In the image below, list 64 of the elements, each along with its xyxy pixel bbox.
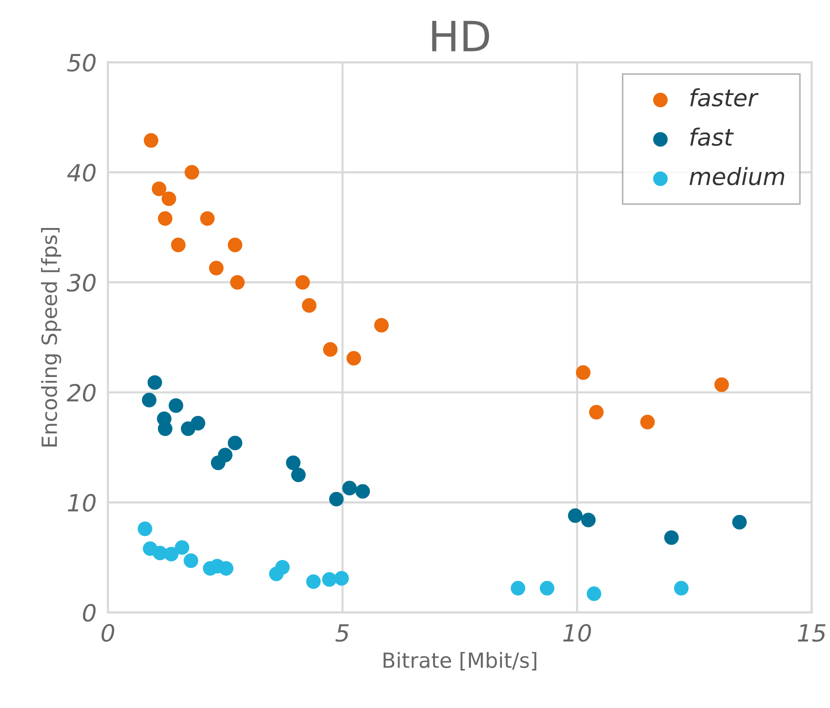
point xyxy=(540,580,554,596)
point xyxy=(144,133,158,148)
point xyxy=(275,560,290,575)
point xyxy=(510,580,526,596)
point xyxy=(581,512,596,528)
y-tick-label: 0 xyxy=(82,604,96,622)
point xyxy=(148,375,162,390)
point xyxy=(228,238,242,252)
point xyxy=(218,561,234,576)
point xyxy=(586,586,602,601)
point xyxy=(355,484,370,499)
legend-label: fast xyxy=(690,128,734,146)
point xyxy=(714,377,729,392)
point xyxy=(209,260,224,276)
y-axis-title: Encoding Speed [fps] xyxy=(41,228,62,446)
point xyxy=(152,182,166,196)
point xyxy=(732,514,747,530)
point xyxy=(291,468,306,482)
point xyxy=(184,553,198,568)
point xyxy=(329,492,344,506)
point xyxy=(323,342,338,357)
point xyxy=(374,318,389,333)
legend-label: medium xyxy=(690,167,784,186)
point xyxy=(568,508,583,523)
y-tick-label: 20 xyxy=(66,384,96,402)
point xyxy=(138,522,152,536)
point xyxy=(158,421,172,436)
point xyxy=(589,404,604,420)
point xyxy=(168,398,184,413)
point xyxy=(322,572,337,587)
point xyxy=(171,238,186,252)
point xyxy=(180,421,196,436)
y-tick-label: 50 xyxy=(67,54,96,72)
x-tick-label: 15 xyxy=(798,624,826,642)
point xyxy=(664,530,679,545)
point xyxy=(200,211,215,226)
point xyxy=(228,436,242,450)
point xyxy=(674,580,689,596)
point xyxy=(576,365,591,380)
point xyxy=(295,275,310,290)
point xyxy=(342,480,357,496)
y-tick-label: 30 xyxy=(66,274,96,292)
point xyxy=(174,540,190,555)
point xyxy=(184,165,200,180)
chart-title: HD xyxy=(432,20,490,52)
point xyxy=(334,571,349,586)
point xyxy=(230,275,245,290)
point xyxy=(640,414,655,430)
point xyxy=(162,191,176,206)
y-tick-label: 40 xyxy=(67,164,96,182)
x-axis-title: Bitrate [Mbit/s] xyxy=(384,652,536,671)
point xyxy=(286,456,301,470)
x-tick-label: 0 xyxy=(102,624,114,642)
point xyxy=(306,574,321,589)
point xyxy=(302,298,316,313)
point xyxy=(346,350,362,366)
point xyxy=(142,392,156,408)
x-tick-label: 5 xyxy=(335,624,349,642)
point xyxy=(210,456,226,470)
point xyxy=(164,546,179,562)
x-tick-label: 10 xyxy=(563,624,591,642)
y-tick-label: 10 xyxy=(68,494,96,512)
legend-label: faster xyxy=(690,88,759,107)
point xyxy=(158,211,172,226)
